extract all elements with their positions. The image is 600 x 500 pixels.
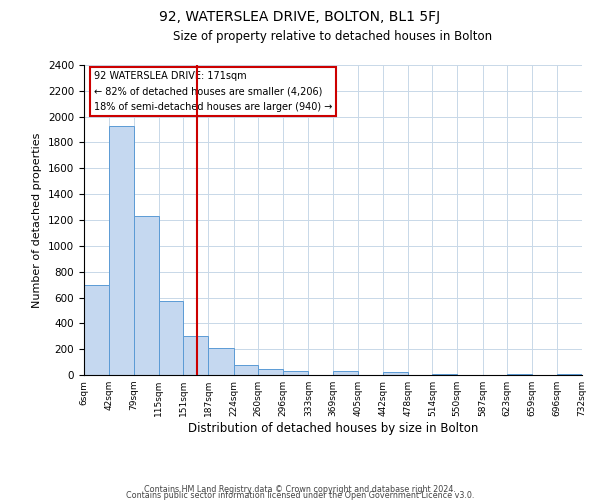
Bar (258, 368, 283, 375)
Text: 92 WATERSLEA DRIVE: 171sqm
← 82% of detached houses are smaller (4,206)
18% of s: 92 WATERSLEA DRIVE: 171sqm ← 82% of deta… (94, 71, 332, 112)
Bar (383, 372, 408, 375)
Bar (333, 371, 358, 375)
Bar (159, 302, 184, 375)
Text: Contains public sector information licensed under the Open Government Licence v3: Contains public sector information licen… (126, 490, 474, 500)
Bar (233, 364, 258, 375)
Text: 92, WATERSLEA DRIVE, BOLTON, BL1 5FJ: 92, WATERSLEA DRIVE, BOLTON, BL1 5FJ (160, 10, 440, 24)
Bar (507, 374, 532, 375)
Bar (208, 348, 233, 375)
X-axis label: Distribution of detached houses by size in Bolton: Distribution of detached houses by size … (188, 422, 478, 435)
Title: Size of property relative to detached houses in Bolton: Size of property relative to detached ho… (173, 30, 493, 43)
Text: Contains HM Land Registry data © Crown copyright and database right 2024.: Contains HM Land Registry data © Crown c… (144, 485, 456, 494)
Bar (283, 371, 308, 375)
Y-axis label: Number of detached properties: Number of detached properties (32, 132, 43, 308)
Bar (134, 216, 159, 375)
Bar (84, 284, 109, 375)
Bar (184, 336, 208, 375)
Bar (433, 374, 457, 375)
Bar (109, 126, 134, 375)
Bar (557, 374, 582, 375)
